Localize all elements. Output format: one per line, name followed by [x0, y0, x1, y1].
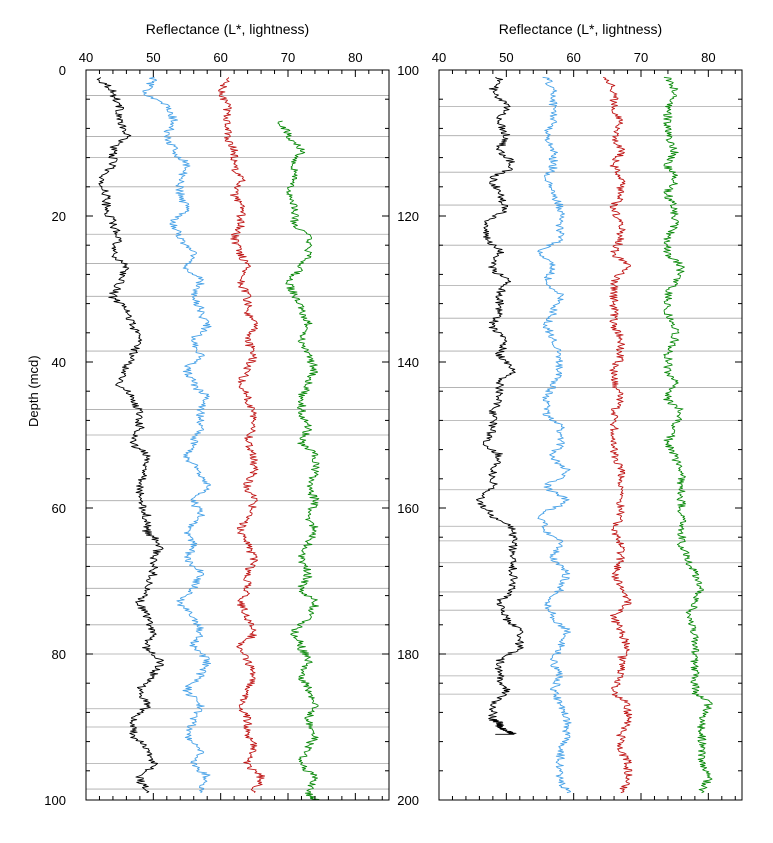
panel-2: 40 50 60 70 80 100 120 140 160 180 200 Reflectance …	[397, 21, 743, 808]
chart-title: Reflectance (L*, lightness)	[146, 21, 309, 37]
y-tick-label: 40	[52, 355, 66, 370]
series-4-trace	[277, 120, 320, 801]
x-tick-label: 80	[701, 50, 715, 65]
y-tick-label: 200	[397, 793, 419, 808]
x-tick-label: 40	[432, 50, 446, 65]
x-tick-label: 60	[566, 50, 580, 65]
y-tick-label: 120	[397, 209, 419, 224]
series-1-trace	[96, 77, 164, 794]
x-tick-label: 50	[499, 50, 513, 65]
y-tick-label: 20	[52, 209, 66, 224]
y-tick-label: 100	[44, 793, 66, 808]
y-tick-label: 140	[397, 355, 419, 370]
x-tick-label: 40	[79, 50, 93, 65]
series-2-trace	[537, 76, 572, 794]
chart-title: Reflectance (L*, lightness)	[499, 21, 662, 37]
x-tick-label: 70	[281, 50, 295, 65]
y-tick-label: 160	[397, 501, 419, 516]
series-2-trace	[142, 76, 212, 794]
y-tick-label: 100	[397, 63, 419, 78]
x-tick-label: 50	[146, 50, 160, 65]
series-3-trace	[603, 76, 633, 794]
plot-frame	[85, 69, 390, 801]
y-tick-label: 60	[52, 501, 66, 516]
series-4-trace	[663, 76, 713, 794]
y-tick-label: 80	[52, 647, 66, 662]
y-tick-label: 180	[397, 647, 419, 662]
x-tick-label: 80	[348, 50, 362, 65]
y-axis-label: Depth (mcd)	[26, 355, 41, 427]
plot-frame	[438, 69, 743, 801]
x-tick-label: 60	[213, 50, 227, 65]
series-3-trace	[218, 77, 266, 794]
x-tick-label: 70	[634, 50, 648, 65]
y-tick-label: 0	[59, 63, 66, 78]
panel-1: 40 50 60 70 80 0 20 40 60 80 100 Reflectance (L*, l…	[26, 21, 390, 808]
series-1-trace	[476, 76, 524, 735]
